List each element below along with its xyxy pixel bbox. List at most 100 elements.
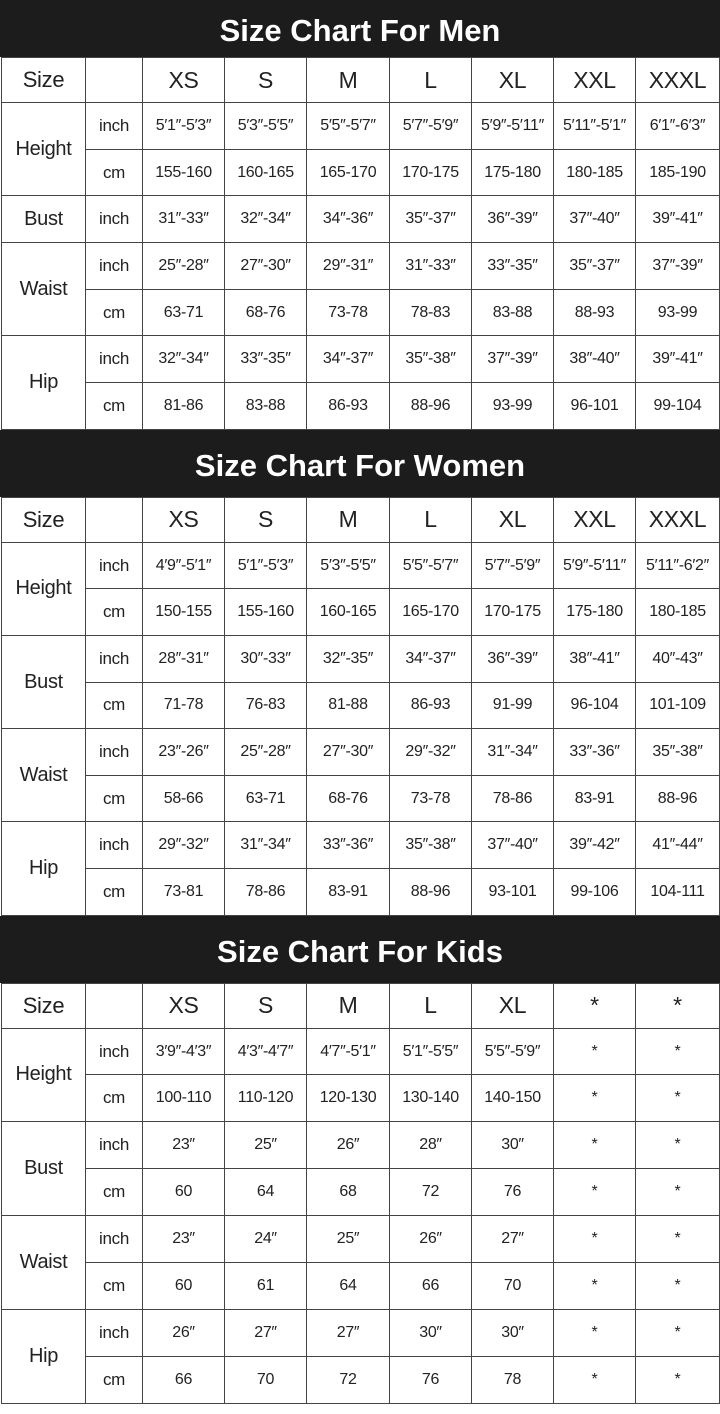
size-header-cell: XXXL — [635, 57, 720, 103]
unit-header-cell — [85, 57, 143, 103]
value-cell: 78-83 — [389, 288, 472, 337]
value-cell: 30″-33″ — [224, 635, 307, 683]
value-cell: 100-110 — [142, 1074, 225, 1123]
value-cell: 5′5″-5′9″ — [471, 1027, 554, 1076]
size-header-cell: XL — [471, 982, 554, 1029]
value-cell: 76 — [389, 1355, 472, 1404]
value-cell: 30″ — [471, 1121, 554, 1170]
value-cell: 83-91 — [553, 774, 636, 823]
value-cell: 61 — [224, 1262, 307, 1310]
value-cell: 37″-39″ — [471, 335, 554, 384]
value-cell: 5′3″-5′5″ — [306, 541, 390, 590]
section-title: Size Chart For Kids — [0, 915, 720, 983]
value-cell: 73-81 — [142, 867, 225, 916]
value-cell: 99-106 — [553, 867, 636, 916]
value-cell: 4′3″-4′7″ — [224, 1027, 307, 1076]
unit-label: inch — [85, 821, 143, 869]
value-cell: 160-165 — [224, 148, 307, 197]
unit-header-cell — [85, 982, 143, 1029]
value-cell: 35″-37″ — [553, 242, 636, 290]
value-cell: 27″-30″ — [224, 242, 307, 290]
value-cell: 170-175 — [389, 148, 472, 197]
value-cell: 88-96 — [389, 382, 472, 430]
size-header-cell: S — [224, 496, 307, 543]
size-label: Size — [1, 982, 86, 1029]
value-cell: 31″-34″ — [224, 821, 307, 869]
size-header-cell: XXL — [553, 57, 636, 103]
value-cell: 130-140 — [389, 1074, 472, 1123]
unit-label: cm — [85, 1168, 143, 1217]
table-row: cm 73-81 78-86 83-91 88-96 93-101 99-106 104-11… — [2, 867, 720, 916]
unit-label: inch — [85, 1215, 143, 1264]
value-cell: 5′7″-5′9″ — [471, 541, 554, 590]
table-row: Waist inch 23″-26″ 25″-28″ 27″-30″ 29″-32″ 31″… — [1, 728, 720, 823]
value-cell: 35″-37″ — [389, 195, 472, 244]
value-cell: 185-190 — [635, 148, 720, 197]
value-cell: 66 — [142, 1355, 225, 1404]
value-cell: 64 — [224, 1168, 307, 1217]
value-cell: 104-111 — [635, 867, 720, 916]
value-cell: 86-93 — [389, 681, 472, 730]
value-cell: 68-76 — [224, 288, 307, 337]
table-row: cm 100-110 110-120 120-130 130-140 140-150 * * — [2, 1074, 720, 1123]
value-cell: 23″-26″ — [142, 728, 225, 776]
value-cell: * — [635, 1308, 720, 1357]
measure-label: Hip — [1, 821, 86, 916]
measure-label: Bust — [1, 634, 86, 730]
table-row: Waist inch 25″-28″ 27″-30″ 29″-31″ 31″-33″ 33″… — [1, 242, 720, 337]
value-cell: 170-175 — [471, 588, 554, 636]
value-cell: * — [553, 1355, 636, 1404]
unit-label: cm — [85, 1074, 143, 1123]
size-header-cell: XS — [142, 57, 225, 103]
value-cell: 32″-34″ — [142, 335, 225, 384]
value-cell: * — [553, 1121, 636, 1170]
table-row: cm 150-155 155-160 160-165 165-170 170-175 175… — [2, 588, 720, 636]
table-row: cm 155-160 160-165 165-170 170-175 175-180 180… — [2, 148, 720, 197]
value-cell: * — [553, 1308, 636, 1357]
size-header-cell: M — [306, 982, 390, 1029]
value-cell: 96-104 — [553, 681, 636, 730]
value-cell: 93-101 — [471, 867, 554, 916]
value-cell: 37″-40″ — [471, 821, 554, 869]
value-cell: 6′1″-6′3″ — [635, 102, 720, 150]
value-cell: 81-88 — [306, 681, 390, 730]
value-cell: 60 — [142, 1262, 225, 1310]
value-cell: 72 — [389, 1168, 472, 1217]
size-header-cell: XL — [471, 57, 554, 103]
value-cell: 175-180 — [471, 148, 554, 197]
value-cell: 91-99 — [471, 681, 554, 730]
value-cell: 4′7″-5′1″ — [306, 1027, 390, 1076]
value-cell: 25″ — [306, 1215, 390, 1264]
table-row: Height inch 3′9″-4′3″ 4′3″-4′7″ 4′7″-5′1″ 5′1… — [1, 1027, 720, 1123]
value-cell: 31″-34″ — [471, 728, 554, 776]
size-header-cell: M — [306, 57, 390, 103]
table-row: cm 81-86 83-88 86-93 88-96 93-99 96-101 99-104 — [2, 382, 720, 430]
value-cell: 38″-41″ — [553, 635, 636, 683]
unit-label: cm — [85, 1262, 143, 1310]
value-cell: 32″-34″ — [224, 195, 307, 244]
value-cell: 29″-32″ — [142, 821, 225, 869]
table-row: cm 71-78 76-83 81-88 86-93 91-99 96-104 101-109 — [2, 681, 720, 730]
value-cell: * — [553, 1215, 636, 1264]
value-cell: 28″ — [389, 1121, 472, 1170]
value-cell: 88-93 — [553, 288, 636, 337]
value-cell: 66 — [389, 1262, 472, 1310]
value-cell: 5′9″-5′11″ — [553, 541, 636, 590]
size-label: Size — [1, 496, 86, 543]
unit-label: cm — [85, 1355, 143, 1404]
value-cell: 27″ — [306, 1308, 390, 1357]
value-cell: * — [635, 1355, 720, 1404]
value-cell: 30″ — [471, 1308, 554, 1357]
value-cell: 78 — [471, 1355, 554, 1404]
value-cell: 5′5″-5′7″ — [306, 102, 390, 150]
value-cell: 70 — [471, 1262, 554, 1310]
value-cell: 38″-40″ — [553, 335, 636, 384]
table-row: cm 66 70 72 76 78 * * — [2, 1355, 720, 1404]
value-cell: * — [635, 1215, 720, 1264]
table-row: Bust inch 28″-31″ 30″-33″ 32″-35″ 34″-37″ 36″-… — [1, 634, 720, 730]
unit-label: cm — [85, 288, 143, 337]
value-cell: 29″-31″ — [306, 242, 390, 290]
value-cell: 23″ — [142, 1215, 225, 1264]
value-cell: 27″ — [224, 1308, 307, 1357]
